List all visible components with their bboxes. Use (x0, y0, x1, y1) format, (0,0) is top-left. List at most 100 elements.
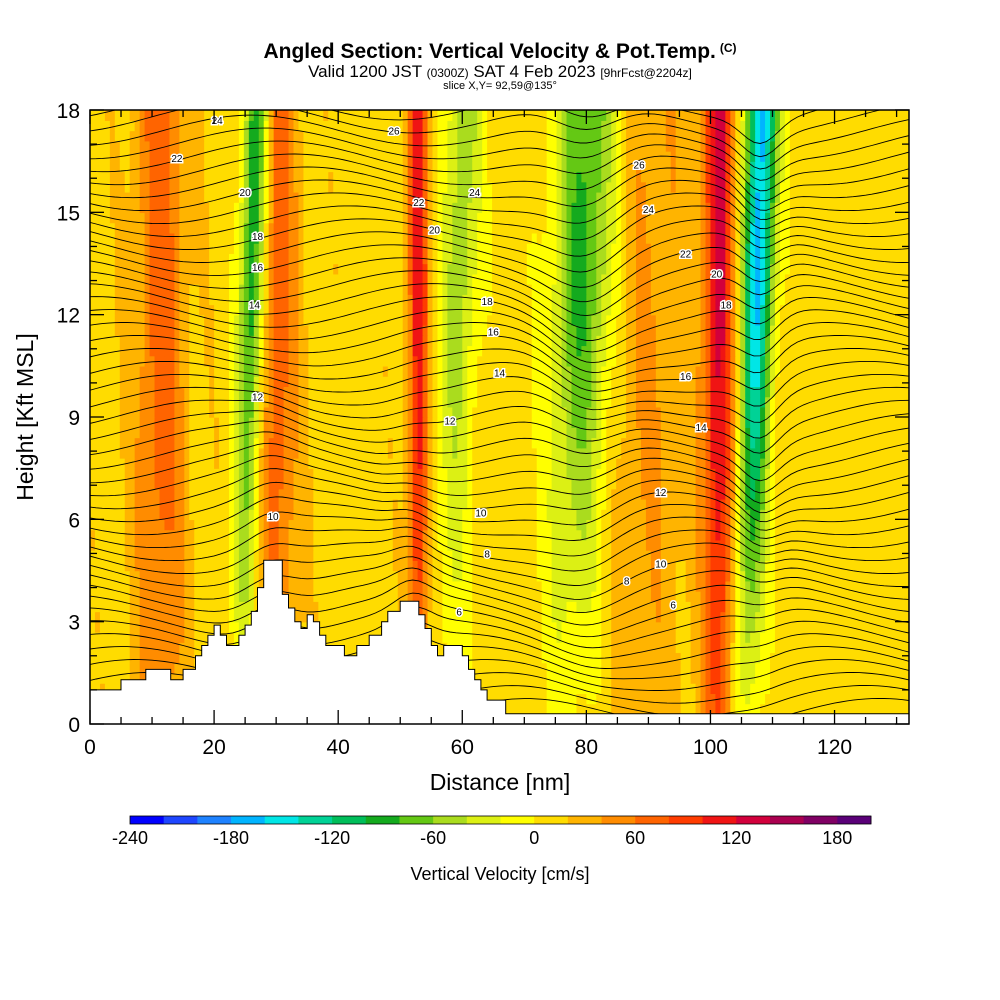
velocity-cell (779, 529, 786, 541)
velocity-cell (894, 509, 900, 521)
velocity-cell (636, 498, 642, 510)
velocity-cell (655, 417, 662, 428)
velocity-cell (407, 539, 414, 551)
velocity-cell (382, 457, 389, 469)
velocity-cell (755, 488, 761, 500)
velocity-cell (94, 427, 101, 439)
velocity-cell (695, 580, 702, 592)
velocity-cell (621, 703, 627, 715)
velocity-cell (114, 621, 121, 633)
velocity-cell (511, 590, 518, 602)
velocity-cell (680, 693, 687, 705)
velocity-cell (442, 529, 449, 541)
velocity-cell (889, 601, 895, 613)
velocity-cell (774, 560, 781, 572)
velocity-cell (407, 447, 414, 459)
velocity-cell (323, 447, 329, 459)
velocity-cell (338, 529, 344, 541)
velocity-cell (204, 519, 210, 531)
velocity-cell (750, 468, 756, 480)
velocity-cell (561, 488, 568, 500)
velocity-cell (224, 457, 230, 469)
velocity-cell (675, 642, 682, 654)
velocity-cell (670, 642, 677, 654)
velocity-cell (134, 488, 141, 500)
velocity-cell (621, 570, 627, 582)
velocity-cell (814, 611, 821, 623)
velocity-cell (209, 447, 215, 459)
velocity-cell (884, 447, 890, 459)
velocity-cell (343, 550, 349, 561)
velocity-cell (114, 529, 121, 541)
velocity-cell (705, 498, 712, 510)
velocity-cell (809, 642, 816, 654)
velocity-cell (462, 580, 468, 592)
velocity-cell (700, 509, 707, 521)
velocity-cell (457, 611, 463, 623)
velocity-cell (675, 652, 682, 664)
velocity-cell (645, 703, 652, 715)
velocity-cell (293, 529, 300, 541)
velocity-cell (760, 529, 766, 541)
velocity-cell (591, 509, 597, 521)
velocity-cell (864, 672, 870, 684)
velocity-cell (288, 488, 295, 500)
velocity-cell (884, 478, 890, 490)
velocity-cell (531, 457, 538, 469)
velocity-cell (774, 447, 781, 459)
velocity-cell (899, 519, 905, 531)
velocity-cell (760, 601, 766, 613)
velocity-cell (645, 498, 652, 510)
velocity-cell (253, 560, 260, 572)
velocity-cell (372, 509, 379, 521)
velocity-cell (650, 631, 657, 643)
velocity-cell (700, 683, 707, 694)
velocity-cell (770, 417, 776, 428)
velocity-cell (606, 580, 612, 592)
velocity-cell (770, 621, 776, 633)
velocity-cell (586, 621, 593, 633)
velocity-cell (487, 519, 493, 531)
velocity-cell (238, 447, 245, 459)
velocity-cell (904, 437, 909, 449)
velocity-cell (521, 652, 528, 664)
velocity-cell (829, 437, 836, 449)
velocity-cell (114, 560, 121, 572)
velocity-cell (814, 437, 821, 449)
velocity-cell (611, 611, 617, 623)
velocity-cell (770, 580, 776, 592)
velocity-cell (447, 550, 454, 561)
velocity-cell (129, 621, 136, 633)
velocity-cell (363, 488, 369, 500)
velocity-cell (367, 539, 374, 551)
velocity-cell (407, 498, 414, 510)
velocity-cell (670, 601, 677, 613)
velocity-cell (904, 447, 909, 459)
velocity-cell (695, 560, 702, 572)
velocity-cell (516, 457, 523, 469)
velocity-cell (511, 662, 518, 674)
velocity-cell (238, 611, 245, 623)
velocity-cell (779, 560, 786, 572)
velocity-cell (879, 672, 885, 684)
velocity-cell (358, 509, 364, 521)
velocity-cell (770, 662, 776, 674)
velocity-cell (482, 447, 488, 459)
velocity-cell (854, 529, 861, 541)
velocity-cell (169, 621, 176, 633)
velocity-cell (839, 621, 846, 633)
velocity-cell (164, 478, 171, 490)
velocity-cell (437, 478, 444, 490)
velocity-cell (179, 478, 186, 490)
velocity-cell (859, 509, 866, 521)
velocity-cell (278, 447, 285, 459)
velocity-cell (854, 580, 861, 592)
velocity-cell (263, 427, 270, 439)
velocity-cell (338, 427, 344, 439)
velocity-cell (343, 417, 349, 428)
velocity-cell (695, 652, 702, 664)
velocity-cell (154, 570, 161, 582)
velocity-cell (526, 703, 533, 715)
velocity-cell (779, 642, 786, 654)
velocity-cell (308, 509, 315, 521)
